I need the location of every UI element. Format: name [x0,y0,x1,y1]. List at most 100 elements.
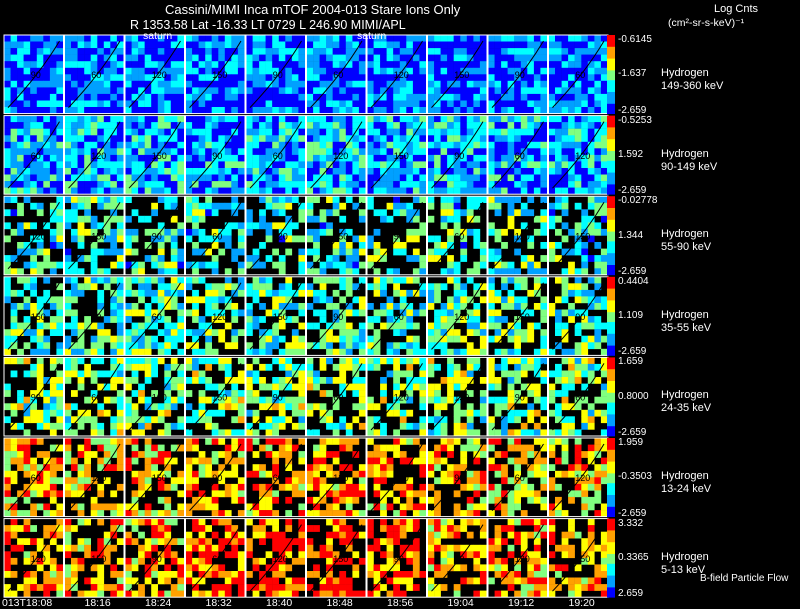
heatmap-cell [319,174,327,182]
heatmap-cell [291,67,299,75]
heatmap-cell [339,438,347,445]
heatmap-cell [488,115,495,123]
heatmap-cell [110,161,118,169]
heatmap-cell [192,309,199,317]
heatmap-cell [49,161,57,169]
heatmap-cell [205,503,212,511]
heatmap-cell [527,115,535,123]
heatmap-cell [84,483,91,491]
heatmap-cell [4,67,11,75]
heatmap-cell [507,215,515,223]
colorbar-segment [607,351,615,354]
heatmap-cell [144,135,152,143]
heatmap-cell [177,283,185,291]
heatmap-cell [520,87,528,95]
heatmap-cell [103,181,111,188]
heatmap-cell [278,416,286,424]
colorbar-segment [607,95,615,99]
heatmap-cell [64,322,72,330]
heatmap-cell [252,54,260,62]
heatmap-cell [272,403,279,411]
heatmap-cell [192,48,199,55]
heatmap-cell [447,390,454,397]
heatmap-cell [574,363,582,371]
heatmap-cell [453,168,461,175]
heatmap-cell [298,457,306,465]
heatmap-cell [224,363,232,371]
heatmap-cell [64,377,72,384]
heatmap-cell [326,100,333,108]
heatmap-cell [358,187,366,195]
heatmap-cell [600,303,608,310]
heatmap-cell [177,422,185,430]
heatmap-cell [367,41,374,49]
heatmap-cell [110,303,118,310]
heatmap-cell [265,128,273,136]
heatmap-cell [494,74,502,82]
heatmap-cell [90,370,98,378]
heatmap-cell [520,80,528,88]
heatmap-cell [110,154,118,162]
heatmap-cell [326,93,333,101]
heatmap-cell [198,357,206,365]
heatmap-cell [527,383,535,391]
heatmap-cell [587,357,595,365]
heatmap-cell [440,242,448,249]
colorbar-segment [607,111,615,114]
heatmap-cell [231,396,239,404]
heatmap-cell [198,457,206,465]
heatmap-cell [488,80,495,88]
heatmap-cell [131,181,139,188]
heatmap-cell [581,342,589,350]
heatmap-cell [246,370,253,378]
heatmap-cell [393,483,400,491]
heatmap-cell [540,168,548,175]
heatmap-cell [367,181,374,188]
heatmap-cell [548,429,556,437]
panel-frame [366,34,427,115]
heatmap-cell [501,416,508,424]
heatmap-cell [272,202,279,210]
heatmap-cell [49,470,57,478]
heatmap-cell [447,363,454,371]
heatmap-cell [211,54,219,62]
heatmap-cell [231,87,239,95]
heatmap-cell [520,261,528,269]
heatmap-cell [49,483,57,491]
heatmap-cell [4,470,11,478]
heatmap-cell [412,174,420,182]
heatmap-cell [103,168,111,175]
colorbar-segment [607,329,615,333]
heatmap-cell [479,342,487,350]
heatmap-cell [561,403,569,411]
heatmap-cell [43,377,51,384]
heatmap-cell [157,470,165,478]
heatmap-cell [285,451,293,458]
heatmap-cell [319,390,327,397]
heatmap-cell [185,464,193,471]
heatmap-cell [419,422,427,430]
heatmap-cell [540,48,548,55]
heatmap-cell [594,35,602,42]
heatmap-cell [488,174,495,182]
heatmap-cell [151,61,158,68]
heatmap-cell [231,490,239,498]
heatmap-cell [440,161,448,169]
heatmap-cell [298,168,306,175]
heatmap-cell [17,396,24,404]
heatmap-cell [507,335,515,343]
heatmap-cell [10,444,18,452]
heatmap-cell [259,377,266,384]
heatmap-cell [23,196,31,203]
heatmap-cell [164,303,172,310]
heatmap-cell [319,100,327,108]
heatmap-cell [434,416,441,424]
contour-line [431,40,484,108]
contour-line [431,121,484,189]
panel-frame [124,356,185,437]
contour-label: 60 [212,231,222,241]
heatmap-cell [259,87,266,95]
heatmap-cell [373,255,381,262]
heatmap-cell [64,87,72,95]
heatmap-cell [144,74,152,82]
